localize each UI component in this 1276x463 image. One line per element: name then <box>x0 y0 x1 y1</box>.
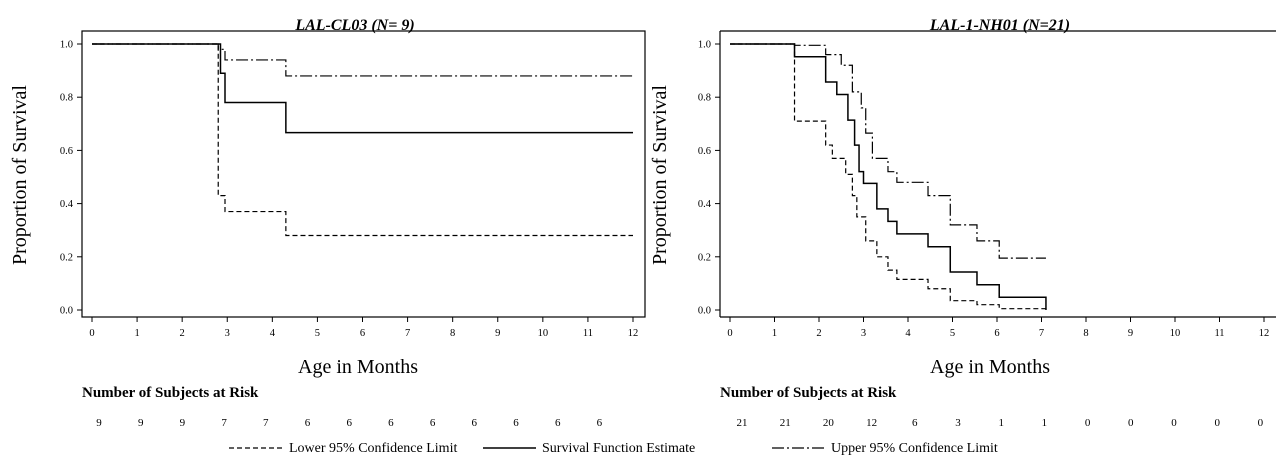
x-tick-label: 8 <box>450 328 455 339</box>
x-tick-label: 9 <box>495 328 500 339</box>
panel-2: LAL-1-NH01 (N=21)0.00.20.40.60.81.00 1 2 3 4… <box>649 17 1276 429</box>
x-tick-label: 11 <box>1214 328 1224 339</box>
risk-count: 6 <box>555 417 561 429</box>
risk-count: 7 <box>263 417 269 429</box>
risk-count: 6 <box>513 417 519 429</box>
risk-count: 1 <box>998 417 1004 429</box>
x-axis-label: Age in Months <box>930 356 1050 378</box>
x-tick-label: 10 <box>1170 328 1181 339</box>
panel-1: LAL-CL03 (N= 9)0.00.20.40.60.81.00 1 2 3 4 5 6… <box>9 17 646 429</box>
x-tick-label: 6 <box>994 328 999 339</box>
series-solid-line <box>730 43 1047 310</box>
x-tick-label: 0 <box>89 328 94 339</box>
y-tick-label: 0.8 <box>698 93 711 104</box>
series-solid-line <box>92 43 633 134</box>
x-tick-label: 5 <box>315 328 320 339</box>
risk-count: 0 <box>1128 417 1134 429</box>
risk-count: 6 <box>472 417 478 429</box>
risk-count: 6 <box>430 417 436 429</box>
y-tick-label: 0.2 <box>60 252 73 263</box>
x-tick-label: 5 <box>950 328 955 339</box>
legend-label: Survival Function Estimate <box>542 441 695 456</box>
x-tick-label: 6 <box>360 328 365 339</box>
series-dashed-line <box>730 43 1047 310</box>
risk-count: 6 <box>912 417 918 429</box>
x-tick-label: 2 <box>816 328 821 339</box>
plot-frame <box>719 30 1276 318</box>
y-tick-label: 0.2 <box>698 252 711 263</box>
chart-title: LAL-CL03 (N= 9) <box>294 17 414 34</box>
y-axis-label: Proportion of Survival <box>649 85 671 265</box>
series-dashdot-line <box>730 43 1046 259</box>
chart-title: LAL-1-NH01 (N=21) <box>929 17 1070 34</box>
plot-frame <box>81 30 646 318</box>
x-tick-label: 12 <box>1259 328 1270 339</box>
risk-count: 6 <box>597 417 603 429</box>
risk-table-title: Number of Subjects at Risk <box>82 385 259 401</box>
x-tick-label: 0 <box>727 328 732 339</box>
x-tick-label: 2 <box>180 328 185 339</box>
risk-count: 0 <box>1258 417 1264 429</box>
risk-count: 20 <box>823 417 835 429</box>
plot-border <box>81 30 646 318</box>
risk-count: 9 <box>138 417 144 429</box>
x-tick-label: 3 <box>225 328 230 339</box>
x-tick-label: 7 <box>405 328 410 339</box>
y-tick-label: 1.0 <box>698 40 711 51</box>
risk-count: 9 <box>180 417 186 429</box>
y-tick-label: 0.4 <box>60 199 74 210</box>
legend: Lower 95% Confidence Limit Survival Funct… <box>229 441 998 456</box>
risk-count: 12 <box>866 417 877 429</box>
x-tick-label: 1 <box>772 328 777 339</box>
risk-count: 0 <box>1214 417 1220 429</box>
x-tick-label: 9 <box>1128 328 1133 339</box>
risk-count: 1 <box>1042 417 1048 429</box>
x-tick-label: 4 <box>905 328 911 339</box>
legend-label: Upper 95% Confidence Limit <box>831 441 998 456</box>
risk-count: 21 <box>737 417 748 429</box>
risk-table-title: Number of Subjects at Risk <box>720 385 897 401</box>
y-tick-label: 0.8 <box>60 93 73 104</box>
x-tick-label: 7 <box>1039 328 1044 339</box>
y-axis-label: Proportion of Survival <box>9 85 31 265</box>
y-tick-label: 0.0 <box>698 306 711 317</box>
risk-count: 3 <box>955 417 961 429</box>
y-tick-label: 0.6 <box>60 146 73 157</box>
x-tick-label: 10 <box>538 328 549 339</box>
x-tick-label: 4 <box>270 328 276 339</box>
legend-label: Lower 95% Confidence Limit <box>289 441 457 456</box>
series-dashed-line <box>92 43 633 237</box>
x-tick-label: 8 <box>1083 328 1088 339</box>
x-axis-label: Age in Months <box>298 356 418 378</box>
risk-count: 0 <box>1085 417 1091 429</box>
risk-count: 6 <box>305 417 311 429</box>
x-tick-label: 3 <box>861 328 866 339</box>
risk-count: 0 <box>1171 417 1177 429</box>
x-tick-label: 11 <box>583 328 593 339</box>
series-dashdot-line <box>92 43 633 77</box>
risk-count: 21 <box>780 417 791 429</box>
y-tick-label: 0.6 <box>698 146 711 157</box>
risk-count: 6 <box>346 417 352 429</box>
y-tick-label: 1.0 <box>60 40 73 51</box>
risk-count: 6 <box>388 417 394 429</box>
y-tick-label: 0.4 <box>698 199 712 210</box>
risk-count: 9 <box>96 417 102 429</box>
x-tick-label: 1 <box>134 328 139 339</box>
risk-count: 7 <box>221 417 227 429</box>
x-tick-label: 12 <box>628 328 639 339</box>
y-tick-label: 0.0 <box>60 306 73 317</box>
